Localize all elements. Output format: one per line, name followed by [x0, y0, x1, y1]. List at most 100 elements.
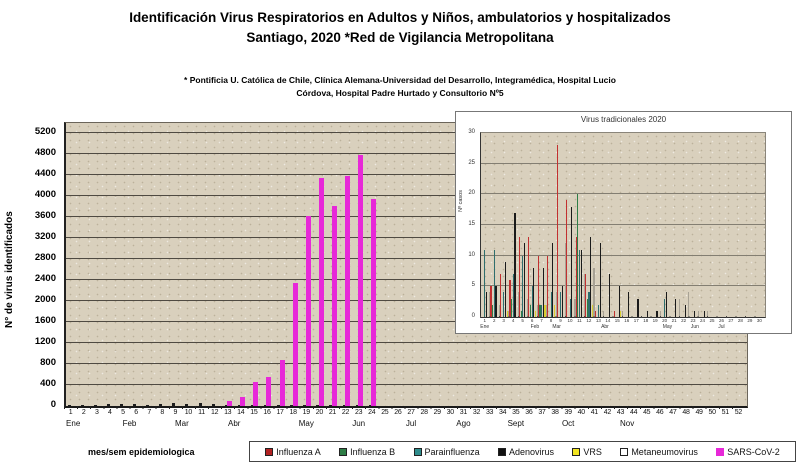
legend-swatch-icon	[572, 447, 581, 456]
main-y-tick: 0	[50, 399, 56, 410]
main-week-label: 29	[433, 409, 441, 416]
inset-bar-adenovirus	[580, 249, 582, 317]
main-month-label: Nov	[620, 419, 635, 428]
inset-week-label: 8	[549, 318, 553, 323]
inset-bar-group	[632, 133, 641, 317]
main-week-label: 15	[250, 409, 258, 416]
inset-week-label: 6	[530, 318, 534, 323]
inset-bar-influenza-a	[537, 255, 539, 317]
inset-bar-influenza-a	[509, 280, 511, 317]
inset-bar-influenza-a	[490, 286, 492, 317]
inset-month-label: Ene	[480, 324, 490, 330]
sars-cov2-bar	[266, 376, 272, 406]
inset-week-label: 25	[709, 318, 715, 323]
inset-bar-metaneumovirus	[574, 298, 576, 317]
inset-bar-adenovirus	[571, 206, 573, 317]
inset-bar-metaneumovirus	[678, 298, 680, 317]
inset-y-tick: 15	[468, 221, 475, 227]
inset-chart: Virus tradicionales 2020 Nº casos 0 5 10 15…	[455, 111, 792, 334]
main-y-tick-labels: 0 400 800 1200 1600 2000 2400 2800 3200 3600 4000 4…	[22, 122, 60, 410]
legend-item-sars-cov-2: SARS-CoV-2	[716, 447, 780, 457]
inset-week-label: 21	[671, 318, 677, 323]
inset-bar-group	[708, 133, 717, 317]
legend-item-influenza-a: Influenza A	[265, 447, 321, 457]
traditional-virus-bar	[159, 404, 163, 406]
main-week-label: 13	[224, 409, 232, 416]
inset-month-label: May	[662, 324, 673, 330]
main-week-label: 6	[134, 409, 138, 416]
inset-bar-parainfluenza	[664, 298, 666, 317]
sars-cov2-bar	[331, 205, 337, 406]
main-y-tick: 2400	[34, 273, 56, 284]
main-week-label: 35	[512, 409, 520, 416]
main-week-label: 28	[420, 409, 428, 416]
inset-bar-group	[575, 133, 586, 317]
inset-bar-influenza-b	[511, 298, 513, 317]
main-y-tick: 3600	[34, 210, 56, 221]
main-week-label: 52	[734, 409, 742, 416]
legend-label: Adenovirus	[508, 446, 555, 457]
inset-bar-metaneumovirus	[621, 310, 623, 317]
main-gridline	[66, 258, 747, 259]
inset-bar-influenza-b	[492, 304, 494, 317]
main-y-tick: 4000	[34, 189, 56, 200]
main-week-label: 5	[121, 409, 125, 416]
inset-bar-parainfluenza	[541, 304, 543, 317]
main-month-label: Abr	[228, 419, 241, 428]
inset-bar-parainfluenza	[578, 249, 581, 317]
inset-bar-metaneumovirus	[508, 310, 510, 317]
legend-swatch-icon	[413, 447, 422, 456]
traditional-virus-bar	[355, 405, 359, 406]
main-week-label: 8	[160, 409, 164, 416]
main-x-ticks	[64, 406, 745, 409]
inset-bar-influenza-a	[594, 310, 596, 317]
main-week-label: 31	[459, 409, 467, 416]
inset-month-label: Jul	[718, 324, 725, 330]
inset-bar-adenovirus	[665, 292, 667, 317]
legend-swatch-icon	[265, 447, 274, 456]
inset-bar-group	[699, 133, 709, 317]
inset-month-labels: Ene Feb Mar Abr May Jun Jul	[480, 324, 764, 331]
inset-bar-metaneumovirus	[583, 274, 586, 317]
inset-week-label: 28	[737, 318, 743, 323]
inset-x-ticks	[480, 316, 764, 318]
legend-swatch-icon	[620, 447, 629, 456]
legend-item-adenovirus: Adenovirus	[497, 446, 555, 457]
inset-bar-parainfluenza	[531, 286, 533, 317]
traditional-virus-bar	[263, 405, 267, 406]
traditional-virus-bar	[211, 404, 215, 406]
inset-bar-vrs	[620, 310, 622, 317]
inset-bar-influenza-a	[518, 237, 521, 317]
inset-week-label: 14	[605, 318, 611, 323]
traditional-virus-bar	[224, 405, 228, 406]
sars-cov2-bar	[227, 400, 233, 406]
inset-bar-group	[481, 133, 491, 317]
main-week-label: 42	[603, 409, 611, 416]
inset-bar-adenovirus	[504, 261, 507, 317]
main-week-label: 38	[551, 409, 559, 416]
main-week-label: 50	[708, 409, 716, 416]
main-week-label: 17	[276, 409, 284, 416]
inset-bar-group	[756, 133, 765, 317]
inset-bar-group	[613, 133, 623, 317]
main-week-label: 44	[629, 409, 638, 416]
inset-bar-group	[556, 133, 567, 317]
main-y-tick: 1600	[34, 315, 56, 326]
inset-bar-group	[746, 133, 755, 317]
traditional-virus-bar	[93, 404, 97, 406]
inset-week-label: 24	[700, 318, 706, 323]
inset-bar-influenza-a	[528, 237, 530, 317]
main-week-label: 10	[184, 409, 192, 416]
main-y-tick: 2800	[34, 252, 56, 263]
main-week-label: 43	[616, 409, 625, 416]
inset-bar-metaneumovirus	[697, 310, 699, 317]
inset-bar-parainfluenza	[597, 304, 600, 317]
main-week-label: 48	[682, 409, 690, 416]
inset-bar-influenza-a	[547, 255, 549, 317]
main-week-label: 2	[81, 409, 86, 416]
main-week-label: 4	[108, 409, 112, 416]
inset-bar-group	[651, 133, 661, 317]
inset-week-label: 17	[633, 318, 639, 323]
inset-month-label: Mar	[552, 324, 561, 330]
inset-bar-group	[689, 133, 699, 317]
